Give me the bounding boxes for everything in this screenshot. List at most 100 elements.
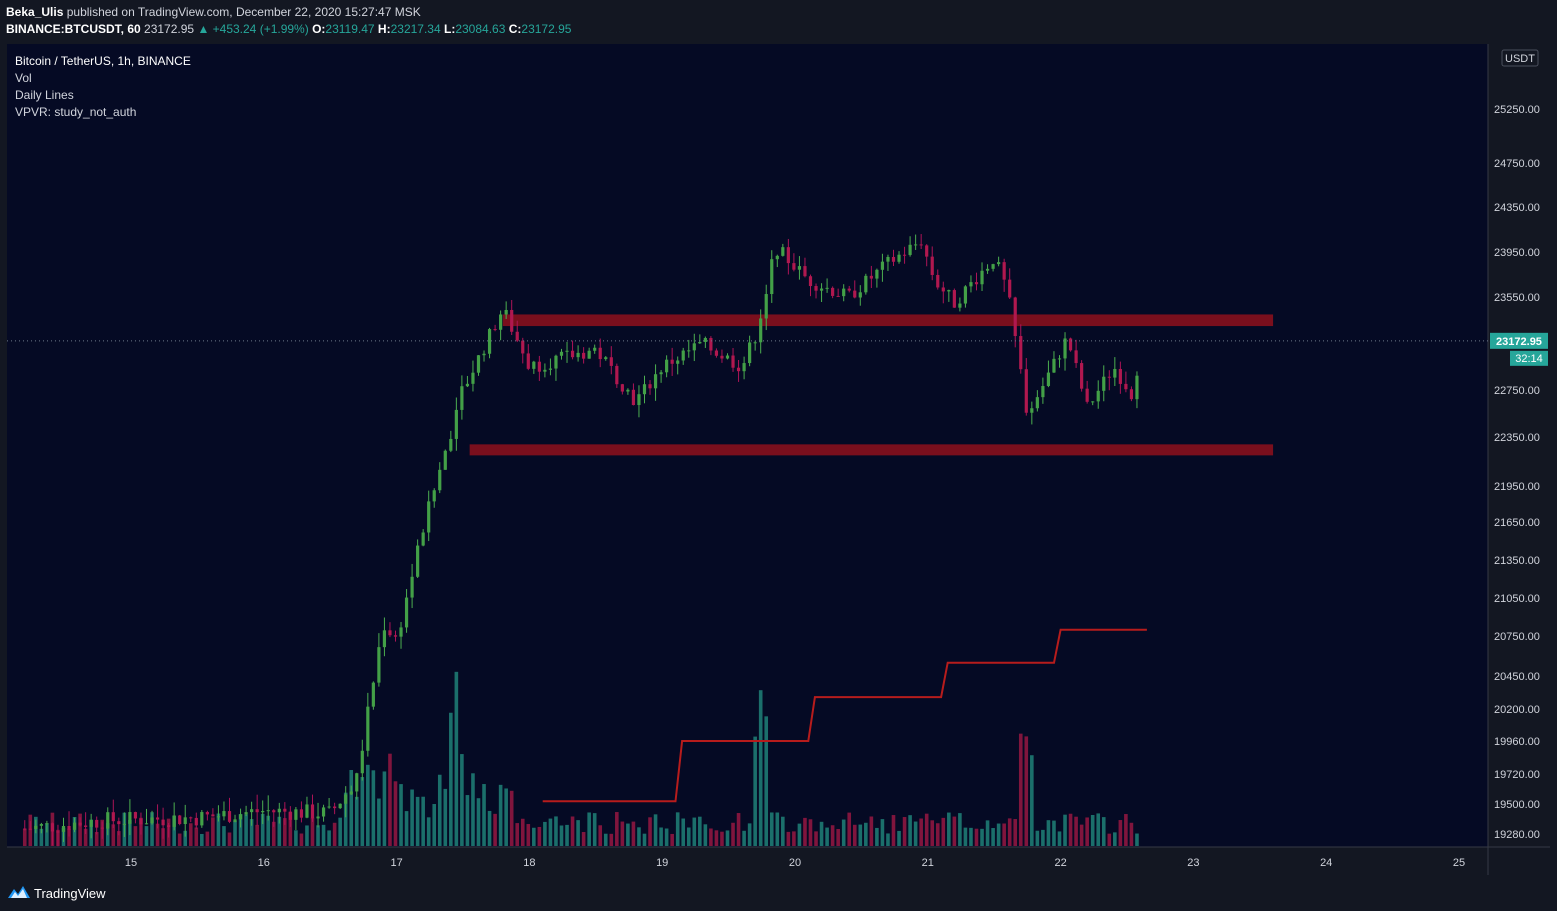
volume-bar <box>919 818 923 846</box>
price-axis-labels: 25250.00 24750.00 24350.00 23950.00 23550.00… <box>1494 104 1540 841</box>
volume-bar <box>692 817 697 846</box>
volume-bar <box>675 812 680 846</box>
tradingview-logo-icon[interactable] <box>7 884 31 900</box>
candle-body <box>222 811 226 817</box>
candle-body <box>736 367 741 372</box>
candle-body <box>786 247 790 264</box>
volume-bar <box>991 828 995 846</box>
price-tick-label: 24750.00 <box>1494 158 1540 170</box>
volume-bar <box>526 824 531 846</box>
publisher-name[interactable]: Beka_Ulis <box>6 5 64 19</box>
legend-vol[interactable]: Vol <box>15 71 32 85</box>
candle-body <box>183 817 187 825</box>
candle-body <box>748 342 752 364</box>
volume-bar <box>985 820 990 846</box>
volume-bar <box>935 823 940 846</box>
volume-bar <box>725 830 730 846</box>
legend-daily-lines[interactable]: Daily Lines <box>15 88 74 102</box>
volume-bar <box>277 816 282 846</box>
candle-body <box>155 817 160 820</box>
candle-body <box>189 817 193 819</box>
volume-bar <box>133 826 138 846</box>
open-value: 23119.47 <box>325 22 375 36</box>
price-tick-label: 22750.00 <box>1494 385 1540 397</box>
volume-bar <box>958 813 962 846</box>
candle-body <box>526 353 530 369</box>
volume-bar <box>714 830 719 846</box>
volume-bar <box>581 832 586 846</box>
volume-bar <box>327 830 331 846</box>
time-tick-label: 19 <box>656 857 668 869</box>
candle-body <box>1068 338 1073 351</box>
volume-bar <box>1063 814 1067 846</box>
volume-bar <box>78 813 82 846</box>
volume-bar <box>570 816 575 846</box>
candle-body <box>692 343 696 351</box>
candle-body <box>493 329 497 331</box>
volume-bar <box>144 826 149 846</box>
candle-body <box>499 314 503 330</box>
candle-body <box>255 809 259 813</box>
volume-bar <box>493 813 497 846</box>
candle-body <box>438 469 442 491</box>
volume-bar <box>819 821 824 846</box>
candle-body <box>853 290 857 298</box>
candlesticks <box>23 234 1139 847</box>
price-tick-label: 24350.00 <box>1494 202 1540 214</box>
last-price-marker: 23172.95 32:14 <box>1490 332 1548 366</box>
volume-bar <box>211 817 215 846</box>
candle-body <box>1063 338 1067 359</box>
legend-vpvr[interactable]: VPVR: study_not_auth <box>15 105 137 119</box>
candle-body <box>333 806 337 809</box>
candle-body <box>864 275 868 293</box>
daily-lines <box>542 628 1147 803</box>
candle-body <box>543 369 547 372</box>
volume-bar <box>620 821 625 846</box>
volume-bar <box>764 716 769 846</box>
volume-bar <box>548 818 553 846</box>
volume-bar <box>836 828 840 846</box>
candle-body <box>775 255 779 260</box>
volume-bar <box>1101 817 1106 846</box>
candle-body <box>117 821 121 825</box>
candle-body <box>161 819 165 826</box>
price-tick-label: 21950.00 <box>1494 481 1540 493</box>
chart-canvas[interactable]: 25250.00 24750.00 24350.00 23950.00 23550.00… <box>0 0 1557 876</box>
volume-bar <box>686 827 691 846</box>
candle-body <box>261 810 265 813</box>
candle-body <box>128 812 132 824</box>
volume-bar <box>1052 820 1056 846</box>
currency-badge[interactable]: USDT <box>1501 49 1539 67</box>
candle-body <box>825 287 829 289</box>
volume-bar <box>947 812 951 846</box>
candle-body <box>277 808 281 813</box>
volume-bar <box>437 774 442 846</box>
candle-body <box>725 355 730 359</box>
volume-bar <box>1085 817 1089 846</box>
tradingview-brand[interactable]: TradingView <box>34 886 106 901</box>
volume-bar <box>371 770 376 846</box>
price-axis[interactable] <box>1488 44 1550 847</box>
candle-body <box>122 823 126 825</box>
candle-body <box>570 350 575 358</box>
candle-body <box>382 630 387 648</box>
volume-bar <box>338 817 342 846</box>
candle-body <box>427 501 431 533</box>
time-axis[interactable] <box>7 847 1488 875</box>
volume-bar <box>45 823 49 846</box>
candle-body <box>139 818 143 825</box>
volume-bar <box>244 814 248 846</box>
candle-body <box>78 822 82 826</box>
price-tick-label: 21350.00 <box>1494 555 1540 567</box>
candle-body <box>565 350 569 352</box>
daily-line <box>542 628 1147 803</box>
legend-title[interactable]: Bitcoin / TetherUS, 1h, BINANCE <box>15 54 191 68</box>
volume-bar <box>194 827 199 846</box>
candle-body <box>515 331 519 341</box>
volume-bar <box>747 823 752 846</box>
candle-body <box>471 372 475 384</box>
volume-bar <box>537 826 542 846</box>
volume-bar <box>736 813 741 846</box>
candle-body <box>631 389 636 406</box>
candle-body <box>84 825 88 827</box>
